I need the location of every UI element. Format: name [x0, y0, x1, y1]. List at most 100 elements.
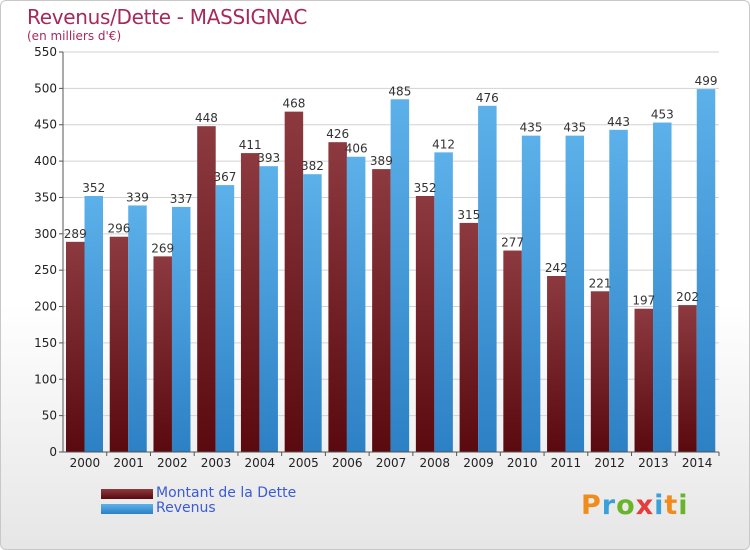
bar-debt	[634, 308, 654, 452]
data-label-debt: 426	[326, 127, 349, 141]
chart-subtitle: (en milliers d'€)	[27, 29, 122, 43]
bar-debt	[328, 142, 347, 452]
y-tick-label: 100	[34, 372, 57, 386]
bar-revenue	[303, 174, 322, 452]
data-label-debt: 296	[108, 222, 131, 236]
data-label-debt: 315	[457, 208, 480, 222]
data-label-revenue: 435	[563, 121, 586, 135]
logo-letter: x	[635, 490, 655, 521]
y-tick-label: 0	[49, 445, 57, 459]
logo-letter: P	[581, 490, 602, 521]
bar-debt	[284, 111, 304, 453]
data-label-debt: 411	[239, 138, 262, 152]
data-label-debt: 197	[632, 294, 655, 308]
data-label-revenue: 435	[520, 121, 543, 135]
bar-revenue	[259, 166, 278, 452]
data-label-debt: 242	[545, 261, 568, 275]
bar-debt	[66, 241, 85, 452]
bar-debt	[678, 305, 697, 452]
x-tick-label: 2008	[419, 456, 450, 470]
chart-title: Revenus/Dette - MASSIGNAC	[27, 5, 308, 29]
x-tick-label: 2012	[594, 456, 625, 470]
x-tick-label: 2009	[463, 456, 494, 470]
bar-revenue	[478, 105, 497, 453]
bar-debt	[590, 291, 610, 452]
x-tick-label: 2006	[332, 456, 363, 470]
x-tick-label: 2014	[682, 456, 713, 470]
bar-debt	[197, 126, 216, 452]
bar-debt	[240, 153, 260, 452]
logo-letter: o	[616, 490, 636, 521]
bar-debt	[153, 256, 172, 452]
data-label-debt: 352	[414, 181, 437, 195]
data-label-revenue: 367	[213, 170, 236, 184]
y-tick-label: 150	[34, 336, 57, 350]
y-tick-label: 250	[34, 263, 57, 277]
bar-revenue	[696, 89, 716, 452]
data-label-revenue: 352	[82, 181, 105, 195]
x-tick-label: 2007	[376, 456, 407, 470]
y-tick-label: 350	[34, 190, 57, 204]
data-label-revenue: 337	[170, 192, 193, 206]
data-label-revenue: 412	[432, 137, 455, 151]
y-tick-label: 200	[34, 300, 57, 314]
data-label-revenue: 339	[126, 190, 149, 204]
data-label-debt: 389	[370, 154, 393, 168]
data-label-debt: 468	[282, 97, 305, 111]
bar-revenue	[346, 156, 366, 452]
logo-letter: r	[601, 490, 617, 521]
data-label-debt: 277	[501, 236, 524, 250]
x-tick-label: 2001	[113, 456, 144, 470]
x-tick-label: 2011	[551, 456, 582, 470]
data-label-debt: 221	[589, 276, 612, 290]
bar-revenue	[171, 206, 191, 452]
bar-revenue	[609, 129, 628, 452]
x-tick-label: 2010	[507, 456, 538, 470]
y-tick-label: 400	[34, 154, 57, 168]
bar-revenue	[128, 205, 147, 452]
bar-debt	[109, 236, 129, 452]
data-label-revenue: 499	[695, 74, 718, 88]
bar-revenue	[565, 135, 585, 453]
y-tick-label: 550	[34, 45, 57, 59]
x-tick-label: 2002	[157, 456, 188, 470]
bar-revenue	[390, 99, 410, 452]
y-tick-label: 300	[34, 227, 57, 241]
data-label-revenue: 485	[388, 84, 411, 98]
bar-debt	[547, 276, 566, 452]
legend-swatch-revenue	[101, 504, 153, 514]
legend-swatch-debt	[101, 489, 153, 499]
legend-label-revenue: Revenus	[156, 500, 216, 516]
bar-debt	[415, 196, 435, 452]
data-label-revenue: 453	[651, 108, 674, 122]
logo-letter: i	[678, 490, 689, 521]
data-label-revenue: 406	[345, 142, 368, 156]
x-tick-label: 2005	[288, 456, 319, 470]
bar-revenue	[434, 152, 453, 452]
logo-letter: t	[664, 490, 679, 521]
bar-debt	[503, 250, 522, 452]
y-tick-label: 450	[34, 118, 57, 132]
data-label-debt: 289	[64, 227, 87, 241]
data-label-revenue: 393	[257, 151, 280, 165]
logo-letter: i	[654, 490, 665, 521]
bar-revenue	[84, 196, 103, 452]
bar-revenue	[521, 135, 541, 453]
proxiti-logo: Proxiti	[581, 490, 689, 521]
x-tick-label: 2004	[245, 456, 276, 470]
data-label-debt: 269	[151, 241, 174, 255]
data-label-debt: 202	[676, 290, 699, 304]
bar-debt	[372, 169, 391, 452]
data-label-debt: 448	[195, 111, 218, 125]
bar-debt	[459, 222, 479, 452]
y-tick-label: 50	[42, 409, 57, 423]
x-tick-label: 2013	[638, 456, 669, 470]
y-tick-label: 500	[34, 81, 57, 95]
x-tick-label: 2003	[201, 456, 232, 470]
data-label-revenue: 382	[301, 159, 324, 173]
data-label-revenue: 443	[607, 115, 630, 129]
x-tick-label: 2000	[70, 456, 101, 470]
data-label-revenue: 476	[476, 91, 499, 105]
